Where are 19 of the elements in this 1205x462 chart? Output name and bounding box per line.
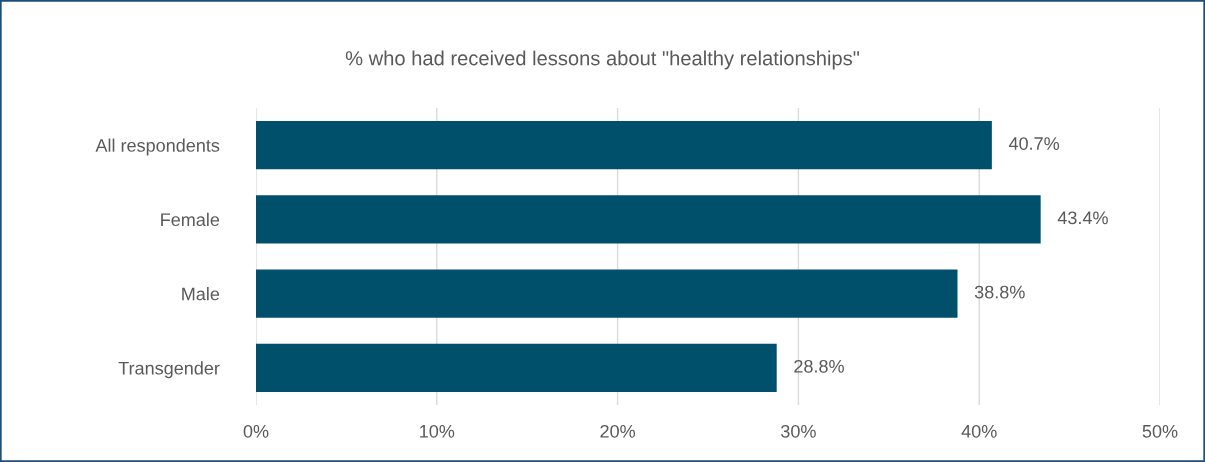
data-label: 43.4% — [1057, 211, 1108, 225]
y-tick-label: Transgender — [118, 361, 220, 379]
x-tick-label: 50% — [1142, 424, 1178, 438]
x-tick-label: 30% — [781, 424, 816, 438]
y-tick-label: Male — [182, 287, 220, 301]
chart-title: % who had received lessons about "healthy relationships" — [345, 50, 860, 70]
bar — [256, 269, 958, 318]
y-tick-label: All respondents — [95, 138, 220, 156]
bar — [256, 195, 1041, 244]
data-label: 38.8% — [974, 285, 1025, 299]
x-tick-label: 10% — [420, 424, 455, 438]
data-label: 40.7% — [1008, 137, 1060, 150]
x-tick-label: 20% — [600, 424, 636, 438]
x-tick-label: 40% — [961, 424, 997, 438]
x-tick-label: 0% — [243, 424, 269, 438]
y-tick-label: Female — [161, 212, 220, 227]
bar — [256, 343, 777, 393]
data-label: 28.8% — [794, 359, 844, 373]
bar — [256, 120, 992, 170]
